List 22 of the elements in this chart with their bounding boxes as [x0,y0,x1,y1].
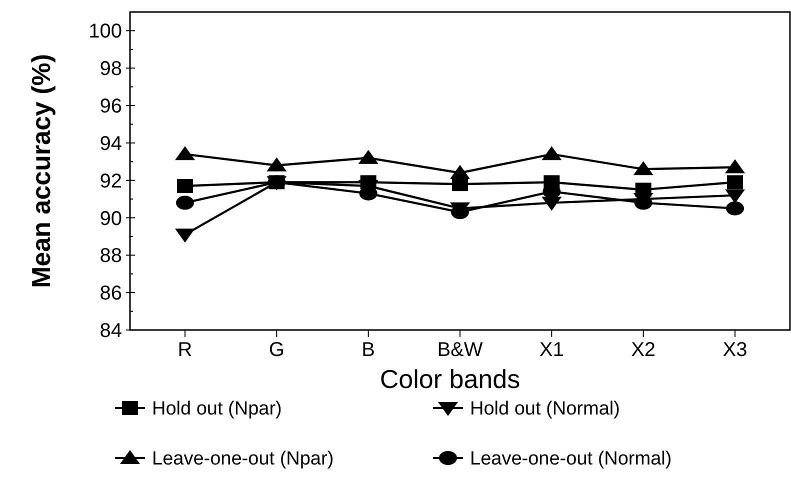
x-tick-label: X2 [631,339,656,361]
x-tick-label: X1 [539,339,564,361]
x-axis-title: Color bands [380,364,520,394]
legend-label: Hold out (Normal) [470,398,620,420]
y-tick-label: 86 [100,282,122,305]
x-tick-label: G [268,339,284,361]
y-tick-label: 90 [100,208,122,230]
y-tick-label: 94 [100,132,122,155]
x-tick-label: R [178,339,192,361]
y-tick-label: 84 [100,320,122,342]
y-tick-label: 96 [100,96,122,118]
x-tick-label: X3 [722,339,748,361]
y-tick-label: 100 [88,20,122,43]
y-axis-title: Mean accuracy (%) [26,54,56,288]
legend-label: Hold out (Npar) [152,398,282,420]
legend-label: Leave-one-out (Normal) [470,448,672,470]
legend-label: Leave-one-out (Npar) [152,448,334,470]
y-tick-label: 88 [100,245,122,268]
x-tick-label: B [362,339,376,361]
y-tick-label: 92 [100,170,122,192]
x-tick-label: B&W [437,339,483,361]
y-tick-label: 98 [100,58,122,80]
